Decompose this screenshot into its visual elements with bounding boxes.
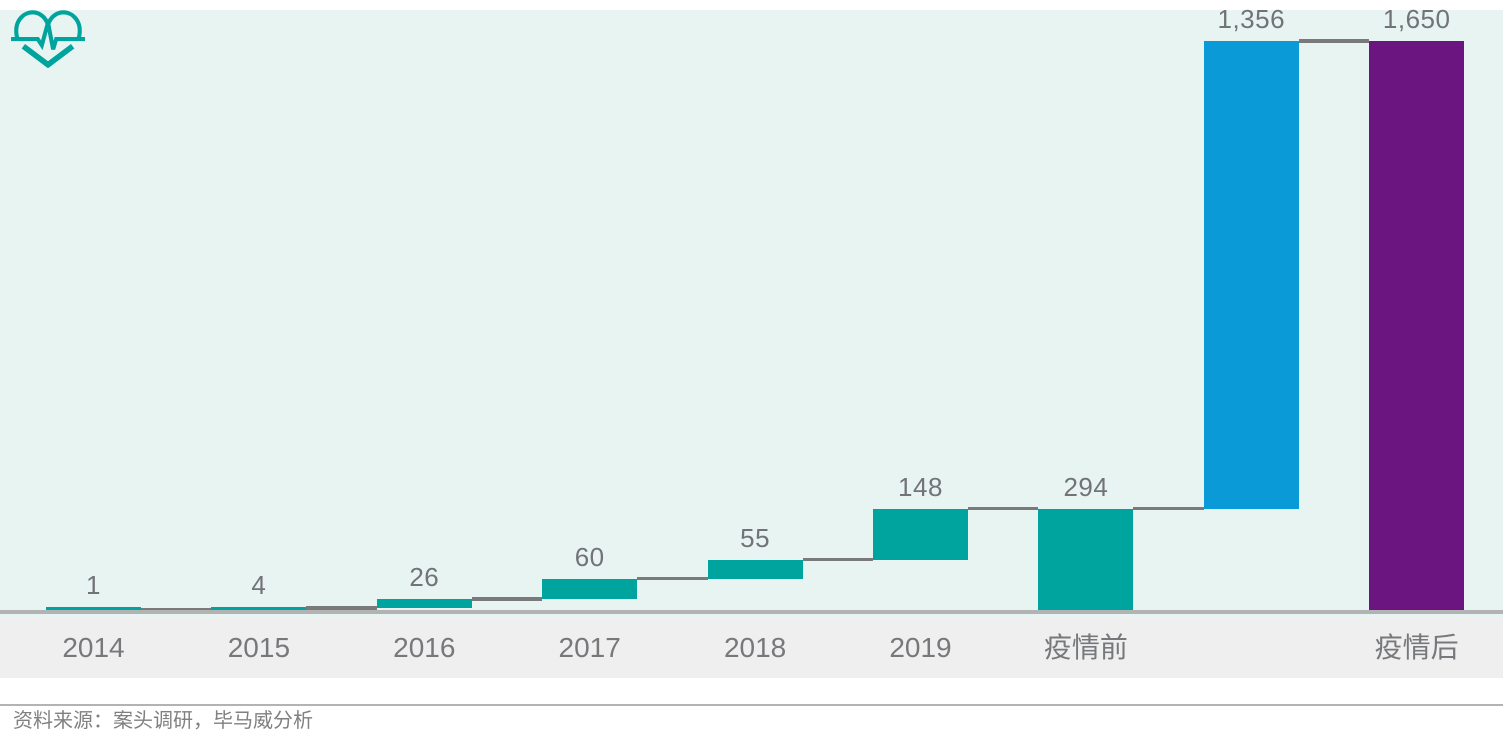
connector-line	[802, 557, 873, 562]
connector-line	[471, 597, 543, 601]
x-axis-label: 2018	[723, 632, 787, 663]
bar-2019	[873, 508, 968, 560]
x-axis-baseline	[0, 610, 1503, 614]
bar-value-label: 4	[251, 569, 267, 600]
bar-2015	[211, 606, 307, 610]
bar-value-label: 148	[898, 471, 943, 502]
x-axis-label: 2017	[558, 632, 621, 663]
bar-疫情后	[1369, 41, 1465, 610]
bar-value-label: 1,356	[1217, 4, 1286, 34]
bar-2014	[46, 607, 141, 610]
bar-value-label: 294	[1063, 471, 1109, 502]
x-axis-label: 2014	[62, 632, 125, 663]
connector-line	[968, 506, 1039, 511]
connector-line	[141, 607, 212, 612]
bar-2018	[707, 559, 803, 579]
bar-疫情前	[1038, 508, 1134, 610]
bar-2016	[376, 599, 472, 609]
bar-value-label: 26	[409, 562, 440, 593]
x-axis-band: 2014 2015 2016 2017 2018 2019 疫情前 疫情后	[0, 618, 1503, 678]
connector-line	[306, 606, 377, 610]
bar-covid-increase	[1203, 41, 1299, 509]
source-note: 资料来源：案头调研，毕马威分析	[13, 710, 313, 732]
connector-line	[1298, 39, 1370, 43]
heart-bottom-outline	[21, 43, 75, 68]
connector-line	[637, 576, 708, 581]
ecg-pulse-line	[11, 22, 85, 51]
x-axis-label: 2015	[227, 632, 291, 663]
x-axis-label: 2016	[393, 632, 456, 663]
bar-value-label: 55	[740, 522, 771, 553]
x-axis-label: 疫情后	[1374, 632, 1459, 663]
x-axis-label: 疫情前	[1043, 632, 1128, 663]
connector-line	[1133, 506, 1204, 511]
bar-value-label: 60	[574, 541, 605, 572]
heartbeat-pulse-icon	[11, 10, 85, 68]
bar-2017	[542, 578, 638, 600]
x-axis-label: 2019	[889, 632, 952, 663]
bar-value-label: 1	[86, 570, 101, 600]
bar-value-label: 1,650	[1382, 4, 1451, 34]
footer-divider	[0, 704, 1503, 706]
